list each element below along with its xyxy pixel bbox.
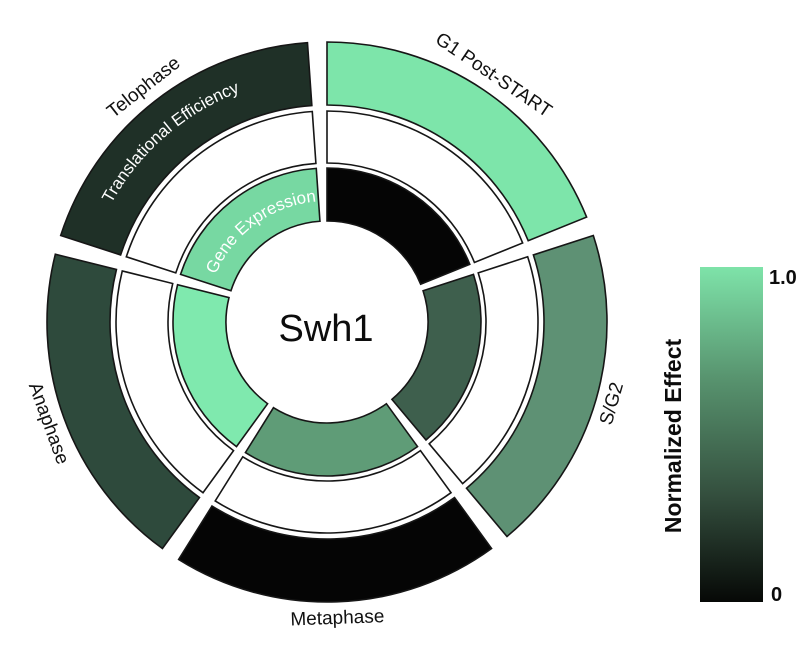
middle-ring-segment-telophase <box>125 110 317 274</box>
sector-label-s-g2: S/G2 <box>596 380 628 427</box>
outer-ring-segment-telophase <box>59 41 313 256</box>
outer-ring-segment-g1-post-start <box>326 41 588 242</box>
colorbar-gradient-bar <box>700 267 763 602</box>
colorbar-title: Normalized Effect <box>660 339 686 534</box>
middle-ring-segment-metaphase <box>214 449 453 534</box>
outer-ring-segment-anaphase <box>46 253 201 550</box>
inner-ring-segment-g1-post-start <box>326 167 471 286</box>
center-gene-label: Swh1 <box>278 308 373 350</box>
middle-ring-segment-s-g2 <box>428 255 539 485</box>
middle-ring-segment-g1-post-start <box>326 110 524 264</box>
middle-ring-segment-anaphase <box>115 269 235 494</box>
colorbar-max-label: 1.0 <box>769 267 797 289</box>
inner-ring-segment-anaphase <box>172 283 269 448</box>
sector-label-metaphase: Metaphase <box>290 606 385 630</box>
outer-ring-segment-s-g2 <box>465 234 608 538</box>
inner-ring-segment-s-g2 <box>390 273 482 442</box>
colorbar-min-label: 0 <box>771 584 782 606</box>
inner-ring-segment-metaphase <box>244 402 419 477</box>
outer-ring-segment-metaphase <box>177 496 493 603</box>
colorbar: 1.0 0 Normalized Effect <box>660 267 797 606</box>
inner-ring-segment-telophase <box>179 167 321 292</box>
ring-segments-layer <box>46 41 608 603</box>
